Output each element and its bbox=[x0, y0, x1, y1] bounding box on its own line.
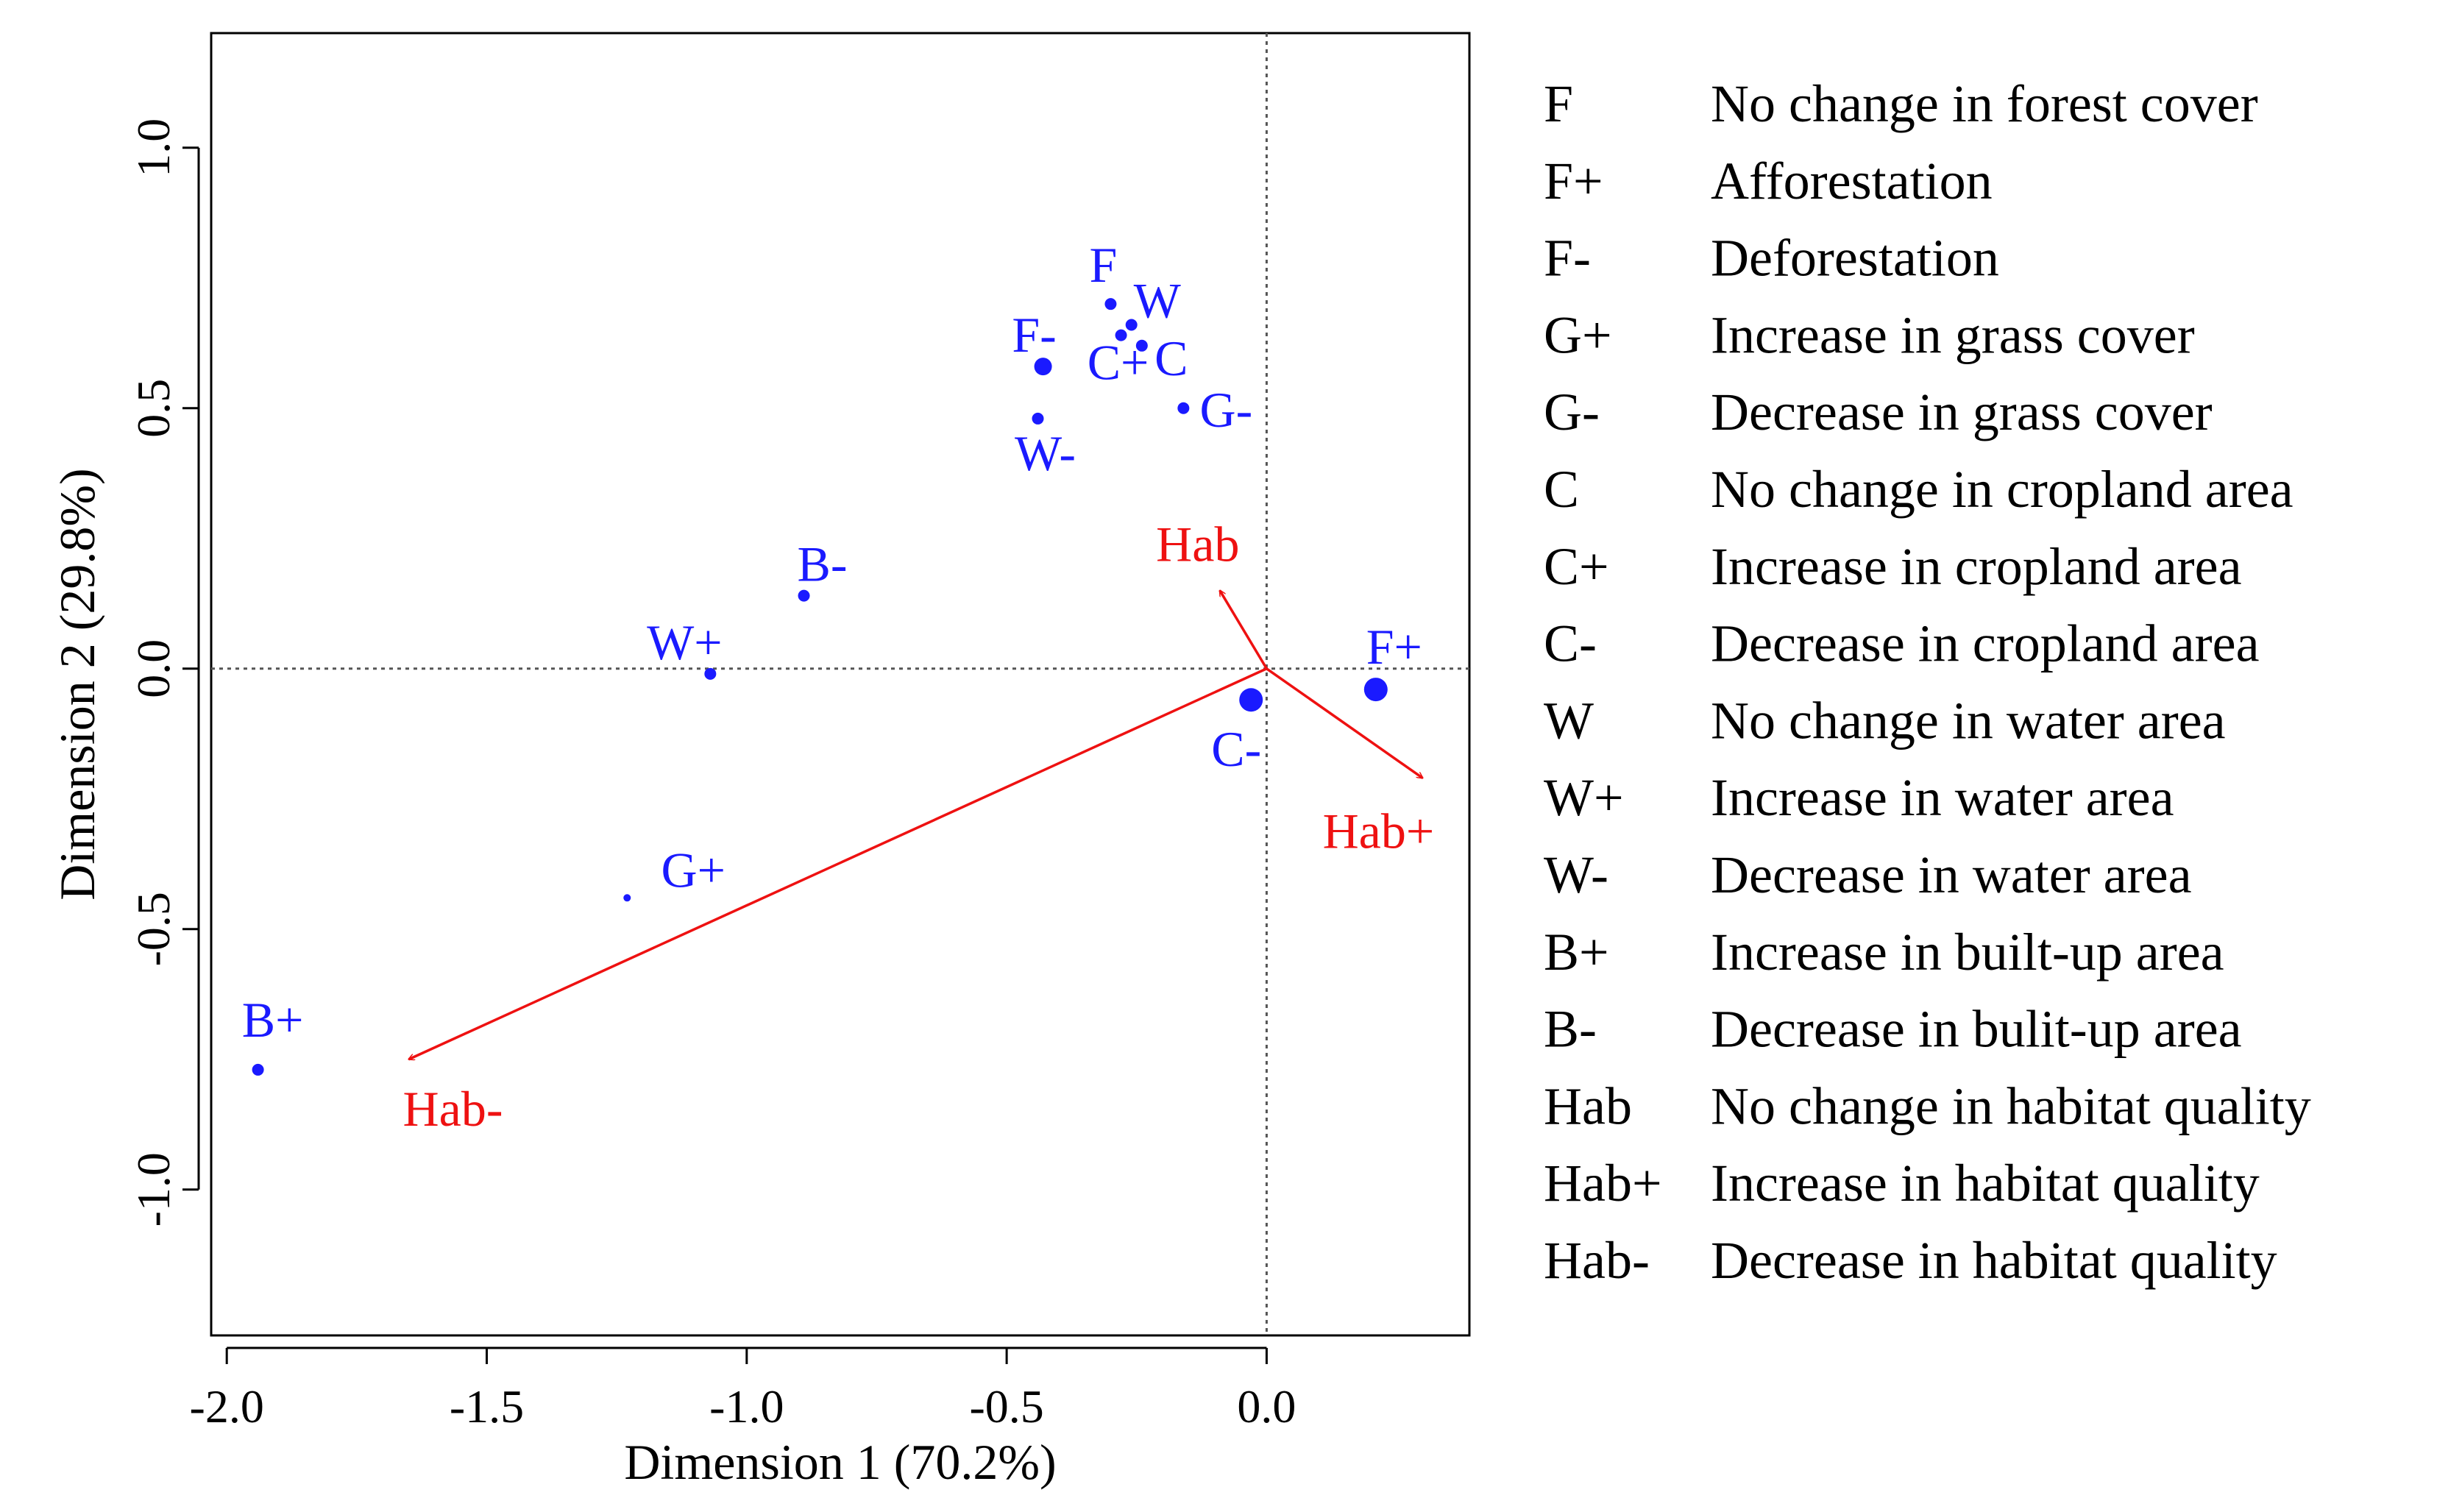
point-marker bbox=[252, 1063, 264, 1076]
legend-code: F+ bbox=[1544, 152, 1603, 210]
legend-description: Increase in grass cover bbox=[1711, 305, 2195, 364]
legend-code: B+ bbox=[1544, 923, 1609, 982]
point-label: B- bbox=[798, 536, 848, 592]
point-label: B+ bbox=[242, 992, 304, 1048]
legend-description: Increase in cropland area bbox=[1711, 537, 2242, 596]
point-label: G+ bbox=[661, 842, 726, 898]
legend-description: Decrease in grass cover bbox=[1711, 383, 2213, 441]
point-marker bbox=[1034, 358, 1052, 376]
legend-description: No change in forest cover bbox=[1711, 74, 2258, 133]
point-label: C- bbox=[1211, 721, 1261, 777]
legend-description: Decrease in bulit-up area bbox=[1711, 1000, 2242, 1059]
point-marker bbox=[623, 894, 631, 902]
point-marker bbox=[1363, 678, 1388, 702]
point-label: C bbox=[1154, 330, 1188, 386]
legend-description: Increase in built-up area bbox=[1711, 923, 2224, 982]
legend-code: G- bbox=[1544, 383, 1600, 441]
y-tick-label: -1.0 bbox=[127, 1152, 180, 1227]
y-axis-label: Dimension 2 (29.8%) bbox=[49, 468, 105, 900]
legend-description: Decrease in habitat quality bbox=[1711, 1231, 2277, 1290]
point-marker bbox=[1177, 402, 1190, 414]
legend-code: W- bbox=[1544, 845, 1608, 904]
point-marker bbox=[1032, 412, 1044, 425]
legend-description: Afforestation bbox=[1711, 152, 1993, 210]
legend-code: G+ bbox=[1544, 305, 1612, 364]
point-label: W- bbox=[1015, 425, 1076, 481]
x-tick-label: -1.5 bbox=[450, 1380, 524, 1433]
y-tick-label: -0.5 bbox=[127, 892, 180, 966]
vector-label: Hab+ bbox=[1323, 803, 1435, 859]
legend-code: C- bbox=[1544, 614, 1597, 673]
legend-description: No change in cropland area bbox=[1711, 460, 2294, 519]
point-marker bbox=[1104, 298, 1117, 310]
legend-description: Increase in water area bbox=[1711, 768, 2174, 827]
point-marker bbox=[1115, 329, 1127, 341]
y-tick-label: 0.0 bbox=[127, 639, 180, 698]
legend-code: F bbox=[1544, 74, 1573, 133]
point-marker bbox=[704, 667, 717, 680]
legend-code: B- bbox=[1544, 1000, 1597, 1059]
y-axis: -1.0 -0.5 0.0 0.5 1.0 bbox=[127, 118, 200, 1227]
x-tick-label: 0.0 bbox=[1237, 1380, 1296, 1433]
plot-frame bbox=[210, 32, 1471, 1337]
y-tick-label: 1.0 bbox=[127, 118, 180, 177]
legend-description: No change in habitat quality bbox=[1711, 1076, 2311, 1135]
legend-code: Hab bbox=[1544, 1076, 1632, 1135]
vector-label: Hab bbox=[1156, 517, 1239, 572]
x-axis: -2.0 -1.5 -1.0 -0.5 0.0 bbox=[190, 1346, 1296, 1433]
vector-arrow bbox=[1218, 591, 1268, 670]
x-axis-label: Dimension 1 (70.2%) bbox=[624, 1434, 1056, 1490]
legend-description: Decrease in cropland area bbox=[1711, 614, 2260, 673]
category-points: FWC F- C+ G- W- B- W+ C- F+ G+ B+ bbox=[242, 237, 1422, 1076]
legend-code: F- bbox=[1544, 229, 1591, 288]
legend-description: Deforestation bbox=[1711, 229, 1999, 288]
legend-description: Decrease in water area bbox=[1711, 845, 2192, 904]
legend-description: No change in water area bbox=[1711, 691, 2226, 750]
point-label: C+ bbox=[1088, 335, 1149, 391]
legend-code: Hab- bbox=[1544, 1231, 1650, 1290]
x-tick-label: -0.5 bbox=[969, 1380, 1043, 1433]
legend-code: C bbox=[1544, 460, 1579, 519]
legend-code: Hab+ bbox=[1544, 1154, 1662, 1213]
point-label: F+ bbox=[1366, 619, 1422, 675]
point-marker bbox=[798, 589, 810, 602]
point-label: W bbox=[1134, 272, 1182, 328]
vector-arrow bbox=[1266, 667, 1422, 778]
point-label: G- bbox=[1199, 382, 1252, 438]
y-tick-label: 0.5 bbox=[127, 379, 180, 438]
legend-code: W+ bbox=[1544, 768, 1624, 827]
habitat-vectors: Hab Hab+ Hab- bbox=[403, 517, 1435, 1137]
vector-label: Hab- bbox=[403, 1081, 503, 1137]
legend-code: W bbox=[1544, 691, 1594, 750]
legend-description: Increase in habitat quality bbox=[1711, 1154, 2260, 1213]
x-tick-label: -1.0 bbox=[709, 1380, 784, 1433]
point-marker bbox=[1135, 339, 1148, 352]
point-marker bbox=[1239, 688, 1263, 712]
point-label: F bbox=[1090, 237, 1118, 293]
point-marker bbox=[1125, 319, 1138, 331]
legend: F No change in forest cover F+ Afforestatio… bbox=[1544, 74, 2311, 1290]
vector-arrow bbox=[409, 667, 1268, 1061]
legend-code: C+ bbox=[1544, 537, 1609, 596]
point-label: W+ bbox=[647, 614, 723, 670]
point-label: F- bbox=[1012, 307, 1056, 363]
x-tick-label: -2.0 bbox=[190, 1380, 264, 1433]
